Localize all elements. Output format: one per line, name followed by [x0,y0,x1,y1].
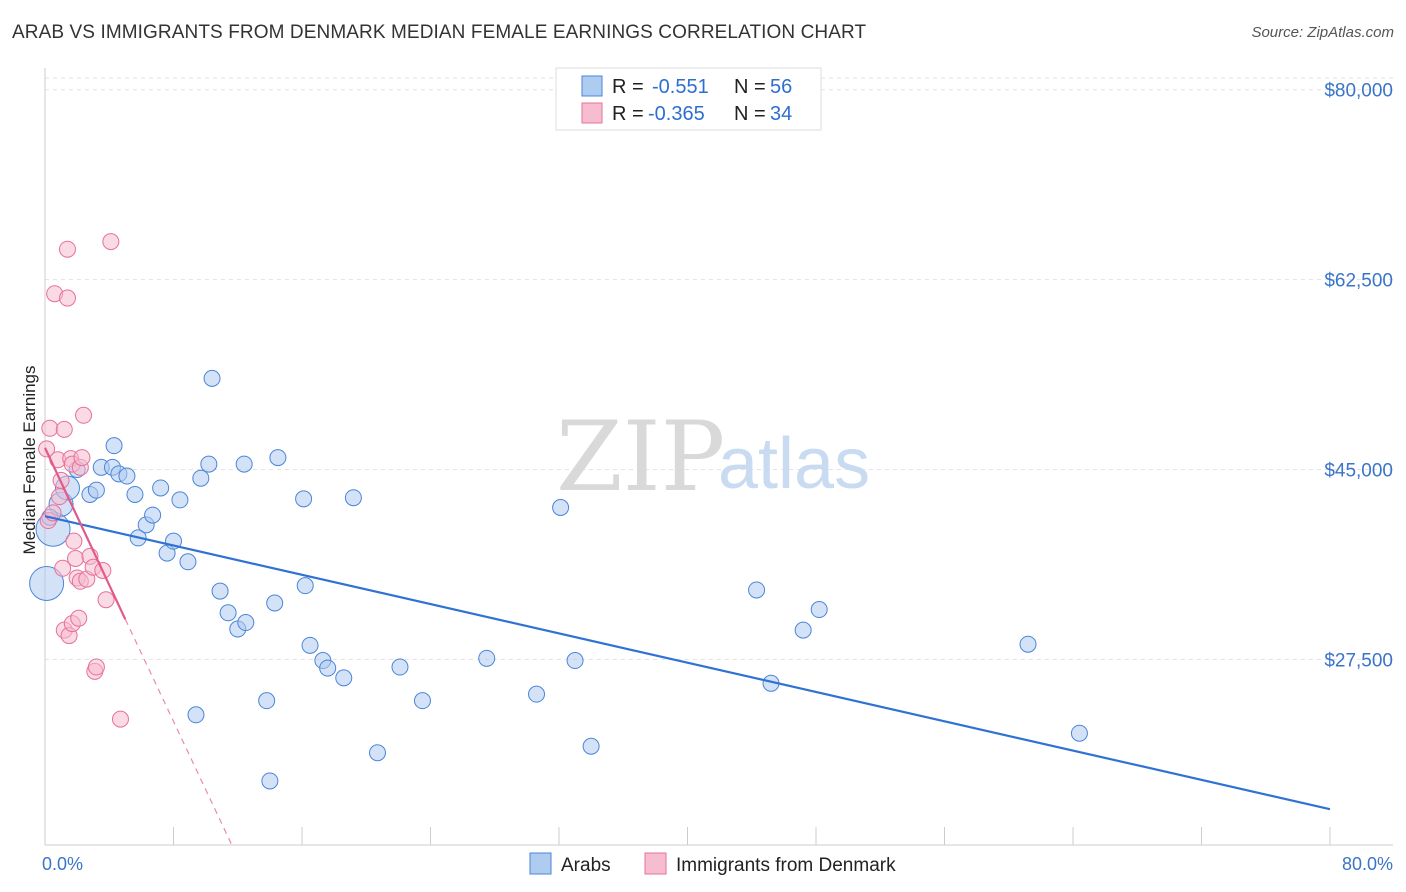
arabs-point [582,737,600,755]
denmark-point [87,658,105,676]
arabs-point [478,649,496,667]
arabs-point [319,659,337,677]
denmark-point [102,233,120,251]
arabs-point [748,581,766,599]
arabs-point [528,685,546,703]
gridlines [45,77,1393,660]
legend-r-value-2: -0.365 [648,103,705,125]
y-tick-label: $27,500 [1324,650,1393,671]
chart-title: ARAB VS IMMIGRANTS FROM DENMARK MEDIAN F… [12,22,867,43]
series-legend-swatch-denmark [644,852,667,875]
arabs-point [187,706,205,724]
series-legend-arabs: Arabs [561,855,611,876]
arabs-point [211,582,229,600]
arabs-point [566,652,584,670]
arabs-point [794,621,812,639]
legend-n-value-2: 34 [770,103,792,125]
x-tick-label-end: 80.0% [1342,854,1393,874]
denmark-point [97,591,115,609]
y-tick-label: $80,000 [1324,81,1393,102]
arabs-point [105,437,123,455]
arabs-point [237,614,255,632]
arabs-point [368,744,386,762]
arabs-point [1070,724,1088,742]
arabs-point [87,481,105,499]
denmark-point [75,406,93,424]
denmark-point [67,550,85,568]
arabs-point [295,490,313,508]
y-axis-label: Median Female Earnings [20,366,39,555]
legend-n-value-1: 56 [770,76,792,98]
denmark-trend-line [44,447,127,620]
arabs-point [144,506,162,524]
watermark-zip: ZIP [556,401,725,513]
legend-r-label-1: R = [612,76,644,98]
arabs-trend-line [44,515,1331,811]
arabs-point [179,553,197,571]
watermark-atlas: atlas [718,424,870,504]
trend-lines [44,447,1331,845]
series-legend-denmark: Immigrants from Denmark [676,855,896,876]
denmark-point [65,532,83,550]
arabs-point [301,636,319,654]
legend-swatch-blue [581,75,603,97]
arabs-point [344,489,362,507]
y-tick-label: $62,500 [1324,271,1393,292]
denmark-point [58,289,76,307]
arabs-point [269,449,287,467]
legend-r-label-2: R = [612,103,644,125]
arabs-point [203,369,221,387]
legend-n-label-2: N = [734,103,766,125]
arabs-point [1019,635,1037,653]
arabs-point [118,467,136,485]
denmark-point [111,710,129,728]
arabs-point [810,601,828,619]
series-legend-swatch-arabs [529,852,552,875]
arabs-point [235,455,253,473]
arabs-point [258,692,276,710]
denmark-point [55,420,73,438]
arabs-point [219,604,237,622]
arabs-point [152,479,170,497]
legend-swatch-pink [581,102,603,124]
arabs-point [171,491,189,509]
y-tick-label: $45,000 [1324,461,1393,482]
denmark-point [73,449,91,467]
y-tick-labels: $27,500 $45,000 $62,500 $80,000 [1324,81,1393,672]
denmark-point [58,240,76,258]
arabs-point [29,565,65,601]
denmark-point [54,559,72,577]
correlation-legend: R = -0.551 N = 56 R = -0.365 N = 34 [555,67,822,131]
denmark-points [38,233,129,728]
x-tick-labels: 0.0% 80.0% [42,854,1393,874]
arabs-point [266,594,284,612]
arabs-point [192,469,210,487]
arabs-point [413,692,431,710]
arabs-point [261,772,279,790]
denmark-trend-extension [124,619,232,845]
arabs-point [335,669,353,687]
arabs-point [126,485,144,503]
x-tick-label-start: 0.0% [42,854,83,874]
legend-n-label-1: N = [734,76,766,98]
arabs-point [296,577,314,595]
arabs-point [552,499,570,517]
arabs-point [200,455,218,473]
legend-r-value-1: -0.551 [652,76,709,98]
series-legend: Arabs Immigrants from Denmark [529,852,896,876]
arabs-point [391,658,409,676]
denmark-point [70,609,88,627]
source-label: Source: ZipAtlas.com [1251,24,1394,41]
denmark-point [41,419,59,437]
